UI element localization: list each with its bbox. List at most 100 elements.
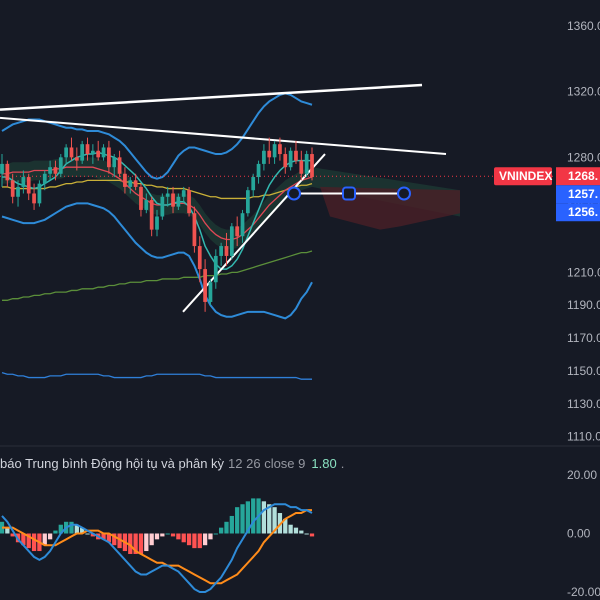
macd-pane: 20.00 0.00 -20.00	[0, 468, 600, 599]
candle-body	[21, 177, 26, 187]
candle-body	[256, 163, 261, 178]
candle-body	[176, 196, 181, 207]
candle-body	[69, 147, 74, 158]
candle-body	[208, 282, 213, 302]
candle-body	[10, 180, 15, 197]
macd-histogram-bar	[144, 533, 149, 552]
macd-histogram-bar	[224, 521, 229, 534]
candle-body	[262, 150, 266, 164]
macd-histogram-bar	[101, 533, 106, 540]
candle-body	[48, 167, 52, 174]
candle-body	[288, 150, 293, 168]
candle-body	[26, 177, 31, 194]
price-tag	[556, 185, 600, 204]
macd-histogram-bar	[202, 533, 208, 546]
candle-body	[53, 167, 58, 174]
price-tag-label: 1257.	[568, 187, 598, 201]
price-tick-label: 1320.00	[567, 85, 600, 99]
volume-average-line	[1, 371, 312, 380]
macd-histogram-bar	[170, 533, 176, 537]
macd-histogram-bar	[58, 524, 63, 534]
candle-body	[117, 157, 122, 174]
moving-average-mid-line	[2, 179, 313, 200]
macd-histogram-bar	[85, 533, 90, 535]
macd-histogram-bar	[128, 533, 133, 554]
macd-histogram-bar	[304, 533, 309, 535]
macd-histogram-bar	[192, 533, 197, 549]
macd-histogram-bar	[154, 533, 160, 540]
macd-histogram-bar	[47, 533, 53, 540]
candle-body	[90, 150, 95, 155]
candle-body	[107, 147, 111, 168]
macd-histogram-bar	[272, 507, 277, 534]
macd-histogram-bar	[181, 533, 186, 543]
candlesticks	[0, 137, 314, 312]
candle-body	[272, 144, 277, 158]
macd-histogram-bar	[197, 533, 202, 549]
macd-histogram-bar	[251, 498, 256, 534]
candle-body	[187, 190, 191, 214]
macd-histogram-bar	[283, 518, 288, 534]
macd-histogram-bar	[267, 504, 272, 534]
macd-histogram-bar	[176, 533, 181, 540]
macd-histogram-bar	[165, 533, 170, 535]
candle-body	[149, 200, 154, 230]
price-tick-label: 1150.00	[567, 364, 600, 378]
candle-body	[144, 200, 149, 210]
candle-body	[80, 144, 85, 161]
candle-body	[58, 157, 63, 174]
moving-average-long-line	[2, 250, 313, 301]
candle-body	[96, 150, 101, 158]
macd-tick-label: 20.00	[567, 468, 597, 482]
candle-body	[16, 186, 20, 197]
candle-body	[133, 180, 138, 187]
macd-trailing: .	[340, 456, 345, 471]
candle-body	[5, 163, 10, 181]
macd-histogram-bar	[90, 533, 95, 537]
candle-body	[267, 150, 272, 158]
symbol-tag-label: VNINDEX	[499, 169, 552, 183]
macd-histogram-bar	[261, 501, 267, 534]
candle-body	[101, 147, 106, 158]
candle-body	[240, 213, 245, 237]
candle-body	[32, 193, 36, 204]
candle-body	[213, 255, 218, 283]
price-tick-label: 1170.00	[567, 331, 600, 345]
price-tick-label: 1280.00	[567, 150, 600, 164]
trend-drawings	[0, 83, 556, 313]
bollinger-upper-line	[1, 92, 313, 180]
macd-histogram-bar	[219, 527, 224, 534]
price-tick-label: 1190.00	[567, 298, 600, 312]
macd-histogram-bar	[80, 527, 85, 534]
candle-body	[203, 269, 207, 302]
candle-body	[283, 154, 288, 168]
macd-histogram-bar	[69, 521, 74, 534]
ray-handle-mid	[342, 186, 356, 201]
trendline-upper	[0, 83, 423, 111]
macd-histogram-bar	[213, 533, 218, 535]
candle-body	[245, 190, 250, 214]
price-tag	[556, 203, 600, 222]
macd-legend: báo Trung bình Động hội tụ và phân kỳ 12 …	[0, 456, 344, 471]
macd-histogram-bar	[31, 533, 37, 552]
macd-histogram-bar	[42, 533, 47, 546]
macd-params: 12 26 close 9	[228, 456, 306, 471]
price-tick-label: 1110.00	[567, 430, 600, 444]
macd-histogram-bar	[74, 524, 79, 534]
candle-body	[128, 180, 133, 187]
macd-histogram-bar	[149, 533, 154, 546]
macd-histogram-bar	[186, 533, 192, 546]
candle-body	[139, 186, 143, 210]
price-tags: VNINDEX 1268. 1257. 1256.	[494, 167, 600, 222]
price-tick-label: 1210.00	[567, 265, 600, 279]
bollinger-lower-line	[1, 202, 313, 320]
macd-histogram-bar	[133, 533, 138, 554]
macd-histogram-bar	[309, 533, 315, 537]
candle-body	[171, 193, 175, 207]
trendline-resistance	[0, 116, 447, 156]
candle-body	[278, 144, 282, 155]
candle-body	[304, 154, 309, 174]
moving-average-short-line	[2, 151, 312, 270]
macd-histogram-bar	[10, 533, 15, 537]
